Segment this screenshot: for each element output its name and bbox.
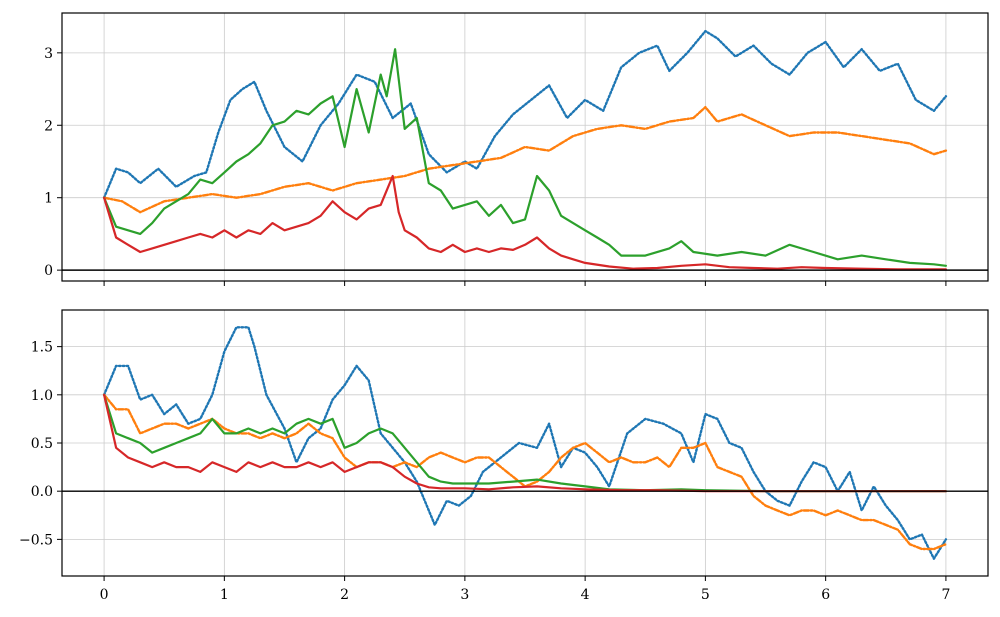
- series-line-4: [103, 393, 947, 493]
- y-tick-label-3: 3: [44, 46, 53, 62]
- series-line-2: [102, 106, 948, 214]
- series-line-4: [103, 174, 947, 271]
- series-group: [102, 326, 948, 560]
- series-line-1: [102, 29, 948, 199]
- series-group: [102, 29, 948, 271]
- y-tick-label-0: 0: [44, 263, 53, 279]
- y-tick-label-3: 1.0: [31, 388, 53, 404]
- x-tick-label-0: 0: [100, 587, 109, 603]
- y-tick-label-4: 1.5: [31, 340, 53, 356]
- subplot-2: 0 1 2 3 4 5 6 7 −0.5 0.0 0.5 1.0 1.5: [19, 309, 989, 603]
- y-tick-label-0: −0.5: [19, 532, 53, 548]
- y-tick-label-1: 1: [44, 191, 53, 207]
- x-tick-label-1: 1: [220, 587, 229, 603]
- x-tick-label-4: 4: [581, 587, 590, 603]
- x-tick-label-3: 3: [460, 587, 469, 603]
- y-tick-label-2: 2: [44, 118, 53, 134]
- series-line-3: [103, 48, 947, 267]
- series-line-2: [102, 393, 948, 551]
- y-tick-label-2: 0.5: [31, 436, 53, 452]
- x-tick-label-7: 7: [941, 587, 950, 603]
- x-tick-label-6: 6: [821, 587, 830, 603]
- x-tick-label-5: 5: [701, 587, 710, 603]
- subplot-1: 0 1 2 3: [44, 12, 989, 286]
- series-line-1: [102, 326, 948, 560]
- x-tick-label-2: 2: [340, 587, 349, 603]
- axes-frame: [61, 12, 989, 282]
- y-tick-label-1: 0.0: [31, 484, 53, 500]
